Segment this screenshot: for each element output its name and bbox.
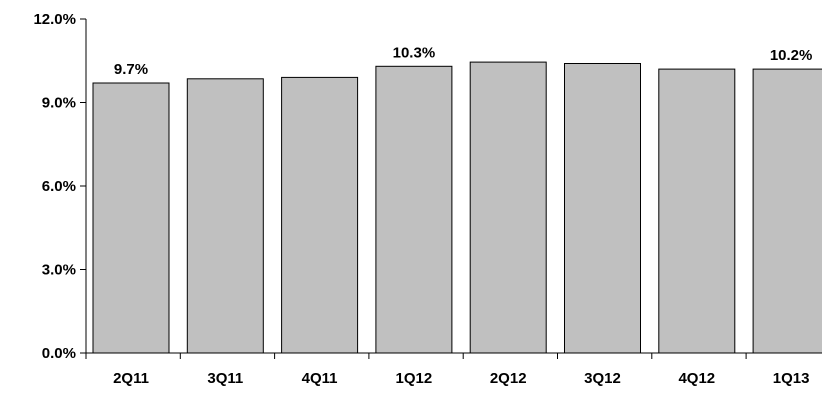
- bar-1Q12: [375, 65, 453, 354]
- axes-layer: 0.0% 3.0% 6.0% 9.0% 12.0% 2Q11 3Q11 4Q11 1Q12 2Q1…: [33, 11, 822, 387]
- y-tick-label-0: 0.0%: [42, 345, 76, 362]
- bar-2Q11: [92, 82, 170, 354]
- bar-3Q12: [564, 63, 641, 354]
- x-tick-label-3Q12: 3Q12: [584, 370, 621, 387]
- x-tick-label-1Q12: 1Q12: [396, 370, 433, 387]
- bar-2Q12: [469, 61, 547, 354]
- bars-layer: [92, 61, 822, 354]
- y-tick-label-2: 6.0%: [42, 178, 76, 195]
- x-tick-label-1Q13: 1Q13: [773, 370, 810, 387]
- y-tick-label-3: 9.0%: [42, 95, 76, 112]
- x-tick-label-4Q11: 4Q11: [302, 370, 338, 387]
- data-label-1Q13: 10.2%: [770, 47, 813, 64]
- data-label-1Q12: 10.3%: [393, 44, 436, 61]
- bar-4Q11: [281, 76, 359, 354]
- bar-3Q11: [186, 78, 264, 354]
- bar-4Q12: [658, 68, 736, 354]
- x-tick-label-4Q12: 4Q12: [678, 370, 715, 387]
- y-tick-label-4: 12.0%: [33, 11, 76, 28]
- data-labels-layer: 9.7% 10.3% 10.2%: [114, 44, 812, 78]
- y-tick-label-1: 3.0%: [42, 262, 76, 279]
- x-tick-label-2Q12: 2Q12: [490, 370, 527, 387]
- bar-1Q13: [752, 68, 822, 354]
- data-label-2Q11: 9.7%: [114, 61, 148, 78]
- x-tick-label-2Q11: 2Q11: [113, 370, 149, 387]
- x-tick-label-3Q11: 3Q11: [207, 370, 243, 387]
